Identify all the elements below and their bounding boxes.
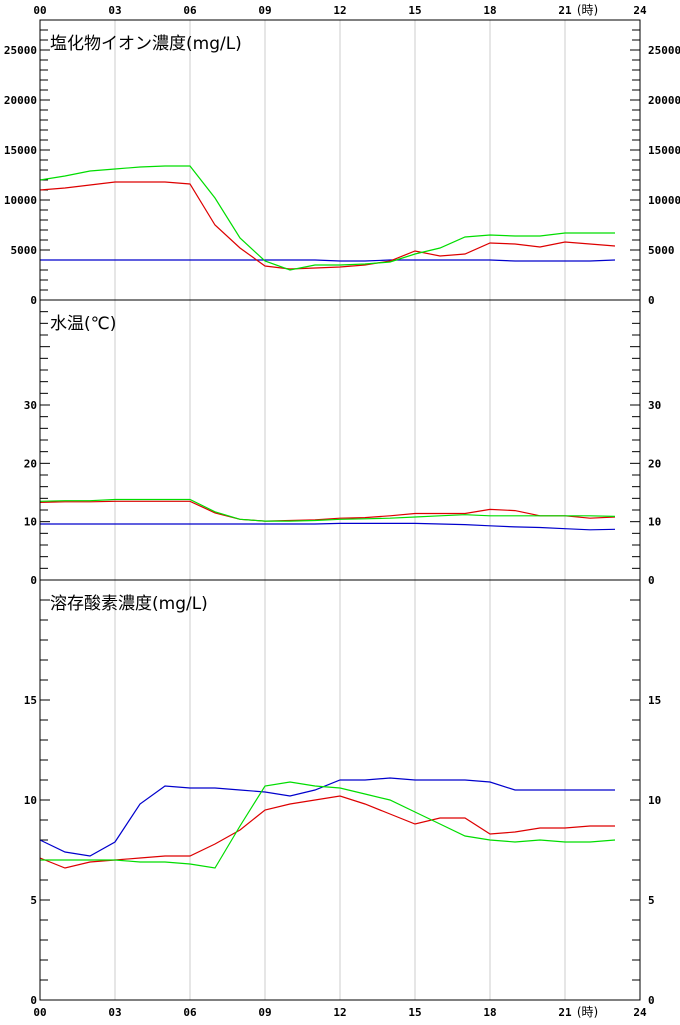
series-line-0-1 bbox=[39, 181, 616, 270]
y-tick-label-right: 30 bbox=[648, 399, 661, 412]
x-tick-label-top: 15 bbox=[408, 4, 421, 17]
series-line-2-1 bbox=[39, 795, 615, 869]
series-line-2-0 bbox=[39, 777, 615, 857]
panel-frame bbox=[39, 579, 641, 1001]
series-line-0-2 bbox=[39, 165, 615, 271]
x-tick-label-bottom: 12 bbox=[333, 1006, 346, 1019]
y-tick-label-left: 10 bbox=[24, 794, 37, 807]
y-tick-label-left: 0 bbox=[30, 574, 37, 587]
x-tick-label-bottom: 06 bbox=[183, 1006, 197, 1019]
y-tick-label-right: 0 bbox=[648, 294, 655, 307]
y-tick-label-left: 0 bbox=[30, 994, 37, 1007]
y-tick-label-left: 15000 bbox=[4, 144, 37, 157]
x-tick-label-bottom: 09 bbox=[258, 1006, 271, 1019]
x-tick-label-top: 12 bbox=[333, 4, 346, 17]
x-unit-label-top: (時) bbox=[577, 3, 598, 17]
y-tick-label-right: 0 bbox=[648, 994, 655, 1007]
x-tick-label-bottom: 21 bbox=[558, 1006, 572, 1019]
y-tick-label-right: 10 bbox=[648, 794, 661, 807]
series-line-2-2 bbox=[40, 781, 616, 869]
y-tick-label-left: 5000 bbox=[11, 244, 38, 257]
y-tick-label-left: 10000 bbox=[4, 194, 37, 207]
x-tick-label-top: 09 bbox=[258, 4, 271, 17]
y-tick-label-left: 25000 bbox=[4, 44, 37, 57]
x-tick-label-top: 18 bbox=[483, 4, 496, 17]
x-tick-label-bottom: 00 bbox=[33, 1006, 46, 1019]
y-tick-label-right: 20000 bbox=[648, 94, 680, 107]
y-tick-label-right: 15 bbox=[648, 694, 661, 707]
panel-title: 水温(℃) bbox=[50, 314, 116, 334]
x-tick-label-top: 03 bbox=[108, 4, 121, 17]
x-tick-label-bottom: 18 bbox=[483, 1006, 496, 1019]
x-tick-label-top: 24 bbox=[633, 4, 647, 17]
y-tick-label-left: 15 bbox=[24, 694, 37, 707]
y-tick-label-left: 20 bbox=[24, 457, 37, 470]
y-tick-label-left: 5 bbox=[30, 894, 37, 907]
y-tick-label-left: 20000 bbox=[4, 94, 37, 107]
x-unit-label-bottom: (時) bbox=[577, 1005, 598, 1019]
y-tick-label-right: 5000 bbox=[648, 244, 675, 257]
y-tick-label-right: 0 bbox=[648, 574, 655, 587]
x-tick-label-bottom: 15 bbox=[408, 1006, 421, 1019]
x-tick-label-top: 00 bbox=[33, 4, 46, 17]
y-tick-label-left: 0 bbox=[30, 294, 37, 307]
x-tick-label-bottom: 24 bbox=[633, 1006, 647, 1019]
y-tick-label-right: 10 bbox=[648, 516, 661, 529]
y-tick-label-left: 30 bbox=[24, 399, 37, 412]
series-line-1-1 bbox=[39, 500, 616, 522]
y-tick-label-right: 15000 bbox=[648, 144, 680, 157]
panel-title: 溶存酸素濃度(mg/L) bbox=[50, 594, 208, 614]
x-tick-label-bottom: 03 bbox=[108, 1006, 121, 1019]
y-tick-label-right: 20 bbox=[648, 457, 661, 470]
y-tick-label-right: 5 bbox=[648, 894, 655, 907]
y-tick-label-left: 10 bbox=[24, 516, 37, 529]
x-tick-label-top: 06 bbox=[183, 4, 197, 17]
x-tick-label-top: 21 bbox=[558, 4, 572, 17]
panel-title: 塩化物イオン濃度(mg/L) bbox=[50, 34, 242, 54]
y-tick-label-right: 25000 bbox=[648, 44, 680, 57]
series-line-0-0 bbox=[40, 259, 616, 262]
series-line-1-2 bbox=[39, 498, 616, 522]
series-line-1-0 bbox=[40, 522, 616, 531]
y-tick-label-right: 10000 bbox=[648, 194, 680, 207]
